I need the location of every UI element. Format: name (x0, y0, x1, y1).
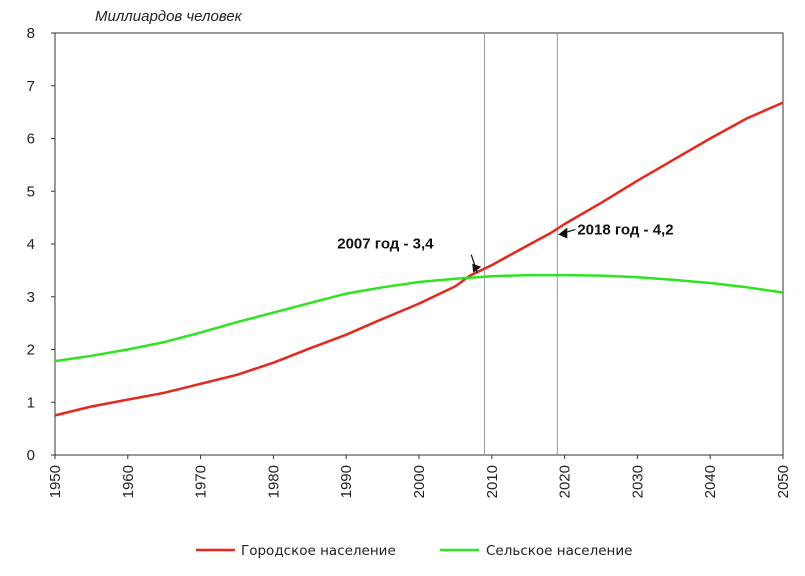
x-tick-label: 1960 (120, 465, 137, 498)
y-tick-label: 4 (27, 236, 35, 253)
arrowhead-2007 (472, 263, 482, 273)
y-tick-label: 8 (27, 25, 35, 42)
legend-label-urban: Городское население (241, 543, 396, 559)
arrowhead-2018 (558, 227, 568, 239)
x-tick-label: 2040 (702, 465, 719, 498)
x-tick-label: 2030 (629, 465, 646, 498)
x-tick-label: 1990 (338, 465, 355, 498)
x-axis-ticks: 1950 1960 1970 1980 1990 2000 2010 2020 2030 2040… (47, 455, 792, 498)
x-tick-label: 1950 (47, 465, 64, 498)
y-tick-label: 5 (27, 183, 35, 200)
series-line-urban (54, 101, 784, 417)
x-tick-label: 1980 (265, 465, 282, 498)
series-lines (54, 101, 784, 417)
annotation-2018: 2018 год - 4,2 (577, 221, 673, 238)
series-line-rural (54, 273, 784, 363)
legend-label-rural: Сельское население (486, 543, 632, 559)
annotations: 2007 год - 3,4 2018 год - 4,2 (337, 221, 674, 273)
y-axis-ticks: 0 1 2 3 4 5 6 7 8 (27, 25, 55, 464)
y-tick-label: 2 (27, 342, 35, 359)
legend: Городское население Сельское население (196, 543, 632, 559)
x-tick-label: 2050 (775, 465, 792, 498)
x-tick-label: 2010 (484, 465, 501, 498)
x-tick-label: 1970 (193, 465, 210, 498)
y-tick-label: 0 (27, 447, 35, 464)
y-tick-label: 7 (27, 78, 35, 95)
y-tick-label: 1 (27, 394, 35, 411)
y-tick-label: 6 (27, 131, 35, 148)
annotation-2007: 2007 год - 3,4 (337, 236, 434, 253)
reference-lines (484, 33, 558, 455)
y-axis-label: Миллиардов человек (95, 8, 243, 25)
y-tick-label: 3 (27, 289, 35, 306)
x-tick-label: 2020 (557, 465, 574, 498)
x-tick-label: 2000 (411, 465, 428, 498)
